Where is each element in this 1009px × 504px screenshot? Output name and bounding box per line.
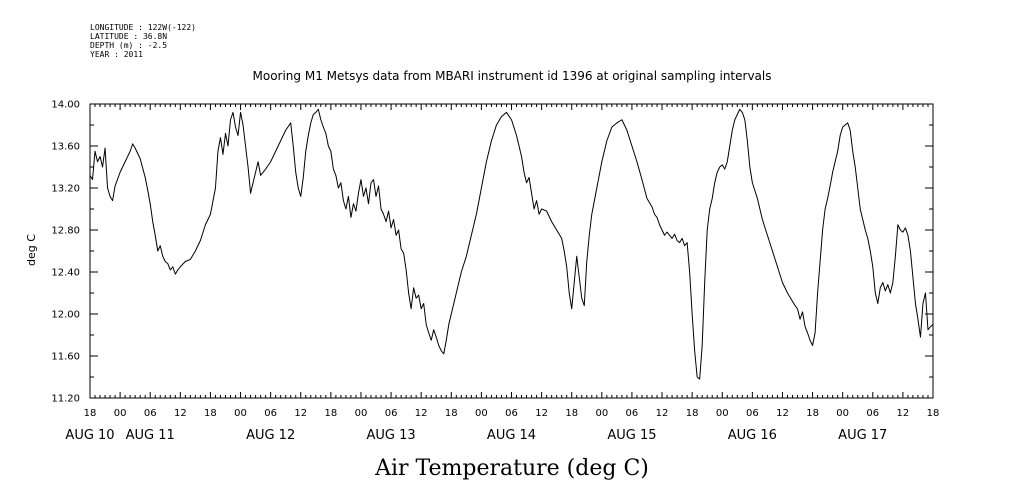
x-tick-label: 00 bbox=[595, 408, 608, 419]
y-tick-label: 12.80 bbox=[51, 226, 80, 237]
metadata-block: LONGITUDE : 122W(-122) LATITUDE : 36.8N … bbox=[90, 23, 196, 59]
x-date-label: AUG 15 bbox=[607, 428, 656, 443]
x-tick-label: 00 bbox=[114, 408, 127, 419]
x-tick-label: 06 bbox=[746, 408, 759, 419]
depth-text: DEPTH (m) : -2.5 bbox=[90, 41, 167, 50]
x-date-label: AUG 17 bbox=[838, 428, 887, 443]
y-tick-label: 11.60 bbox=[51, 352, 80, 363]
x-tick-label: 06 bbox=[505, 408, 518, 419]
y-tick-label: 12.00 bbox=[51, 310, 80, 321]
x-tick-labels: 18 00 06 12 18 00 06 12 18 00 06 12 18 00 06 12 18 00 06 12… bbox=[84, 408, 940, 419]
x-date-label: AUG 16 bbox=[728, 428, 777, 443]
plot-area bbox=[89, 108, 934, 380]
x-tick-label: 06 bbox=[866, 408, 879, 419]
x-tick-label: 18 bbox=[84, 408, 97, 419]
x-date-label: AUG 10 bbox=[65, 428, 114, 443]
x-tick-label: 12 bbox=[656, 408, 669, 419]
plot-frame bbox=[89, 103, 934, 399]
x-tick-label: 06 bbox=[626, 408, 639, 419]
x-date-label: AUG 14 bbox=[487, 428, 536, 443]
x-tick-label: 18 bbox=[324, 408, 337, 419]
x-tick-label: 18 bbox=[927, 408, 940, 419]
latitude-text: LATITUDE : 36.8N bbox=[90, 32, 167, 41]
chart-title: Mooring M1 Metsys data from MBARI instru… bbox=[253, 69, 772, 83]
x-tick-label: 18 bbox=[565, 408, 578, 419]
x-tick-label: 18 bbox=[686, 408, 699, 419]
year-text: YEAR : 2011 bbox=[90, 50, 143, 59]
x-axis-title: Air Temperature (deg C) bbox=[374, 456, 649, 481]
x-tick-label: 18 bbox=[204, 408, 217, 419]
x-tick-label: 12 bbox=[535, 408, 548, 419]
x-tick-label: 00 bbox=[355, 408, 368, 419]
longitude-text: LONGITUDE : 122W(-122) bbox=[90, 23, 196, 32]
x-date-label: AUG 13 bbox=[366, 428, 415, 443]
x-tick-label: 06 bbox=[144, 408, 157, 419]
axis-ticks bbox=[89, 103, 934, 399]
x-date-labels: AUG 10 AUG 11 AUG 12 AUG 13 AUG 14 AUG 15 AUG … bbox=[65, 428, 887, 443]
y-axis-label: deg C bbox=[25, 234, 38, 266]
x-tick-label: 06 bbox=[385, 408, 398, 419]
y-tick-label: 13.60 bbox=[51, 142, 80, 153]
x-date-label: AUG 11 bbox=[126, 428, 175, 443]
x-tick-label: 00 bbox=[716, 408, 729, 419]
x-tick-label: 12 bbox=[294, 408, 307, 419]
x-tick-label: 00 bbox=[475, 408, 488, 419]
x-tick-label: 18 bbox=[445, 408, 458, 419]
y-tick-label: 12.40 bbox=[51, 268, 80, 279]
y-tick-label: 14.00 bbox=[51, 100, 80, 111]
x-tick-label: 06 bbox=[264, 408, 277, 419]
x-date-label: AUG 12 bbox=[246, 428, 295, 443]
x-tick-label: 12 bbox=[415, 408, 428, 419]
x-tick-label: 18 bbox=[806, 408, 819, 419]
series-line bbox=[89, 108, 934, 380]
x-tick-label: 00 bbox=[234, 408, 247, 419]
x-tick-label: 12 bbox=[776, 408, 789, 419]
y-tick-label: 11.20 bbox=[51, 394, 80, 405]
y-tick-labels: 14.00 13.60 13.20 12.80 12.40 12.00 11.60 11.20 bbox=[51, 100, 80, 405]
x-tick-label: 12 bbox=[897, 408, 910, 419]
x-tick-label: 00 bbox=[836, 408, 849, 419]
y-tick-label: 13.20 bbox=[51, 184, 80, 195]
x-tick-label: 12 bbox=[174, 408, 187, 419]
